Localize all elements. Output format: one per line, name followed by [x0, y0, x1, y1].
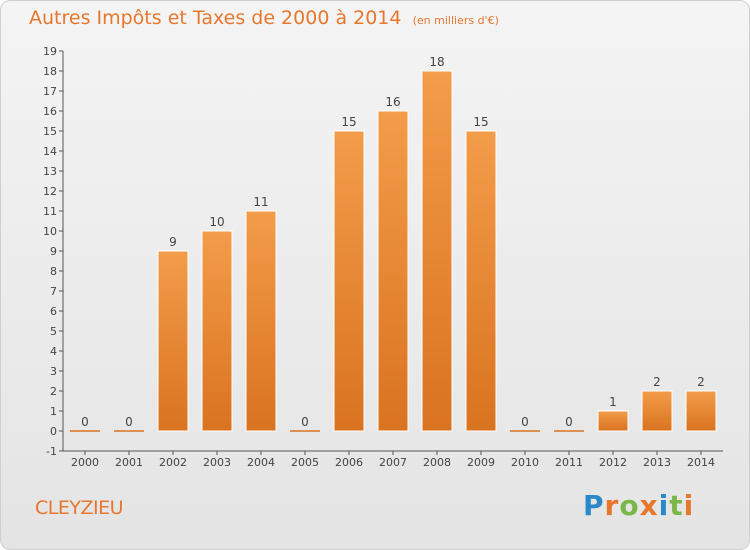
data-label: 15: [341, 115, 356, 129]
x-tick-label: 2004: [247, 456, 275, 469]
y-tick-label: 2: [50, 385, 57, 398]
bar: [201, 230, 233, 432]
y-tick-label: 4: [50, 345, 57, 358]
y-tick-label: -1: [46, 445, 57, 458]
bar: [377, 110, 409, 432]
logo-letter: o: [619, 489, 640, 522]
y-tick-label: 16: [43, 105, 57, 118]
bar: [641, 390, 673, 432]
data-label: 0: [81, 415, 89, 429]
data-label: 16: [385, 95, 400, 109]
bar: [333, 130, 365, 432]
logo-letter: P: [583, 489, 605, 522]
bar: [421, 70, 453, 432]
y-tick-label: 8: [50, 265, 57, 278]
x-tick-label: 2005: [291, 456, 319, 469]
bar: [685, 390, 717, 432]
y-tick-label: 15: [43, 125, 57, 138]
bar: [510, 430, 540, 432]
bar: [290, 430, 320, 432]
x-tick-label: 2006: [335, 456, 363, 469]
logo-letter: x: [639, 489, 659, 522]
logo-letter: t: [669, 489, 684, 522]
proxiti-logo: Proxiti: [583, 489, 694, 522]
data-label: 15: [473, 115, 488, 129]
x-tick-label: 2009: [467, 456, 495, 469]
data-label: 1: [609, 395, 617, 409]
chart-labels: 2000020010200292003102004112005020061520…: [71, 55, 715, 469]
y-tick-label: 13: [43, 165, 57, 178]
x-tick-label: 2001: [115, 456, 143, 469]
x-tick-label: 2000: [71, 456, 99, 469]
bar: [597, 410, 629, 432]
commune-name: CLEYZIEU: [35, 497, 124, 519]
y-tick-label: 7: [50, 285, 57, 298]
x-tick-label: 2002: [159, 456, 187, 469]
bar: [114, 430, 144, 432]
bar: [70, 430, 100, 432]
x-tick-label: 2007: [379, 456, 407, 469]
x-tick-label: 2013: [643, 456, 671, 469]
x-tick-label: 2014: [687, 456, 715, 469]
y-tick-label: 18: [43, 65, 57, 78]
data-label: 11: [253, 195, 268, 209]
logo-letter: i: [683, 489, 695, 522]
x-tick-label: 2003: [203, 456, 231, 469]
y-tick-label: 11: [43, 205, 57, 218]
data-label: 0: [521, 415, 529, 429]
chart-subtitle: (en milliers d'€): [412, 14, 499, 27]
y-tick-label: 14: [43, 145, 57, 158]
bar: [554, 430, 584, 432]
data-label: 0: [565, 415, 573, 429]
y-tick-label: 19: [43, 45, 57, 58]
data-label: 0: [125, 415, 133, 429]
y-tick-label: 12: [43, 185, 57, 198]
x-tick-label: 2010: [511, 456, 539, 469]
y-tick-label: 3: [50, 365, 57, 378]
bar: [465, 130, 497, 432]
x-tick-label: 2012: [599, 456, 627, 469]
logo-letter: i: [658, 489, 670, 522]
chart-title: Autres Impôts et Taxes de 2000 à 2014: [29, 7, 402, 29]
y-tick-label: 1: [50, 405, 57, 418]
chart-bars: [70, 70, 717, 432]
data-label: 9: [169, 235, 177, 249]
x-tick-label: 2011: [555, 456, 583, 469]
data-label: 18: [429, 55, 444, 69]
x-tick-label: 2008: [423, 456, 451, 469]
data-label: 2: [653, 375, 661, 389]
data-label: 2: [697, 375, 705, 389]
data-label: 0: [301, 415, 309, 429]
y-tick-label: 17: [43, 85, 57, 98]
logo-letter: r: [604, 489, 620, 522]
y-tick-label: 9: [50, 245, 57, 258]
bar: [245, 210, 277, 432]
data-label: 10: [209, 215, 224, 229]
bar: [157, 250, 189, 432]
y-tick-label: 10: [43, 225, 57, 238]
y-tick-label: 0: [50, 425, 57, 438]
y-tick-label: 5: [50, 325, 57, 338]
y-tick-label: 6: [50, 305, 57, 318]
chart-title-row: Autres Impôts et Taxes de 2000 à 2014 (e…: [29, 7, 499, 29]
